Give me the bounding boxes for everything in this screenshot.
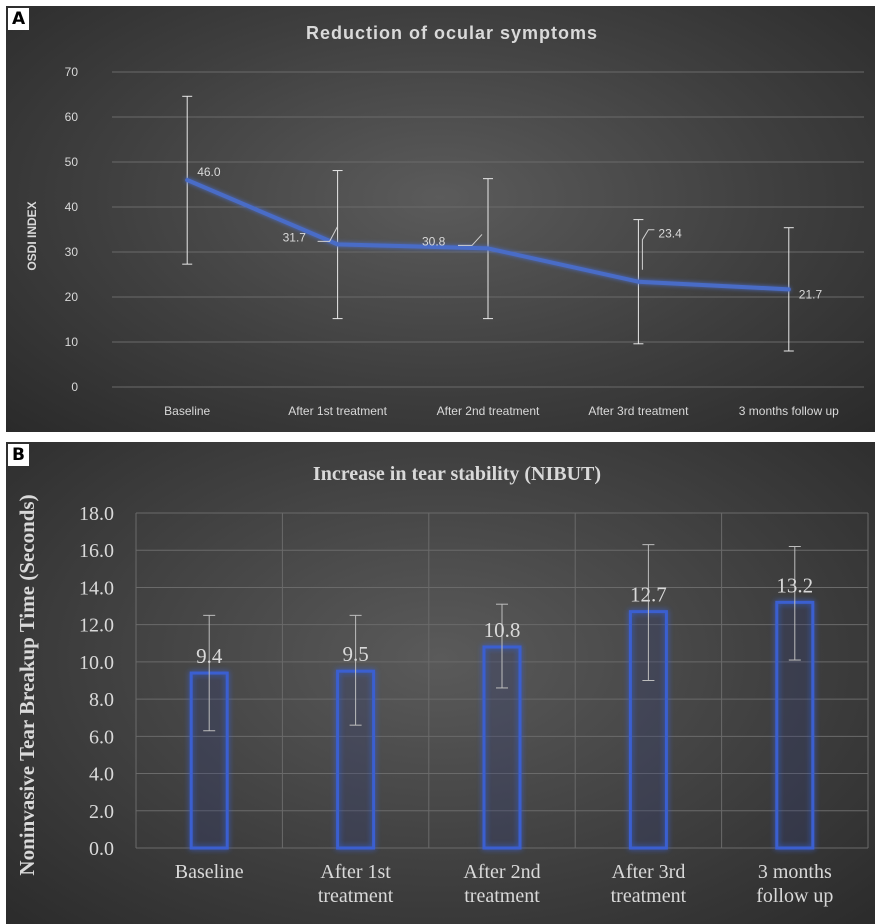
chart-a-data-label: 21.7 [799,287,823,301]
chart-b-xtick-line: treatment [318,885,394,907]
chart-b-svg: Increase in tear stability (NIBUT) Nonin… [15,463,869,907]
chart-b-xtick-line: Baseline [175,861,244,883]
chart-a-series-line [185,178,791,292]
chart-a-xtick-label: After 2nd treatment [437,404,540,418]
chart-a-ytick-label: 60 [65,110,79,124]
chart-a-xtick-label: Baseline [164,404,210,418]
chart-b-ytick-label: 16.0 [79,540,114,562]
chart-a-ylabel: OSDI INDEX [25,201,39,270]
chart-b-xtick-line: follow up [756,885,833,907]
chart-b-xtick-line: After 2nd [463,861,540,883]
chart-a-svg: Reduction of ocular symptoms OSDI INDEX … [25,23,864,418]
chart-a-label-leader [317,226,339,242]
panel-b: Increase in tear stability (NIBUT) Nonin… [6,442,875,924]
chart-a-ytick-label: 40 [65,200,79,214]
chart-a-plot: 0 10 20 30 40 50 60 70 Baseline After 1st treatme… [65,65,864,418]
chart-b-xtick-label: 3 months follow up [756,861,833,907]
chart-b-xtick-label: After 1st treatment [318,861,394,907]
panel-a: Reduction of ocular symptoms OSDI INDEX … [6,6,875,432]
chart-b-title: Increase in tear stability (NIBUT) [313,463,601,485]
chart-a-label-leader [458,234,483,246]
chart-a-xtick-label: After 1st treatment [288,404,387,418]
chart-a-xtick-label: After 3rd treatment [588,404,689,418]
chart-b-ytick-label: 0.0 [89,838,114,860]
panel-a-letter: A [8,8,30,30]
chart-b-xtick-label: After 2nd treatment [463,861,540,907]
chart-a-xtick-label: 3 months follow up [739,404,839,418]
chart-b-data-label: 13.2 [776,573,813,597]
chart-a-ytick-label: 30 [65,245,79,259]
chart-b-ytick-label: 18.0 [79,503,114,525]
chart-a-ytick-label: 10 [65,335,79,349]
chart-b-ytick-label: 14.0 [79,577,114,599]
chart-a-data-label: 30.8 [422,234,446,248]
chart-a-ytick-label: 70 [65,65,79,79]
chart-b-ylabel: Noninvasive Tear Breakup Time (Seconds) [15,494,39,875]
chart-a-data-label: 46.0 [197,165,221,179]
chart-b-xtick-label: Baseline [175,861,244,883]
chart-a-label-leader [641,229,655,270]
chart-b-xtick-line: treatment [464,885,540,907]
chart-b-ytick-label: 12.0 [79,615,114,637]
chart-b-data-label: 10.8 [484,618,521,642]
chart-a-ytick-label: 20 [65,290,79,304]
chart-a-title: Reduction of ocular symptoms [306,23,598,43]
panel-b-letter: B [8,444,29,466]
chart-b-data-label: 12.7 [630,583,667,607]
chart-b-ytick-label: 6.0 [89,726,114,748]
chart-b-ytick-label: 2.0 [89,801,114,823]
chart-b-xtick-label: After 3rd treatment [611,861,687,907]
chart-b-xtick-line: After 3rd [611,861,685,883]
chart-b-data-label: 9.5 [342,642,368,666]
chart-b-ytick-label: 10.0 [79,652,114,674]
chart-a-data-label: 31.7 [283,230,307,244]
chart-a-ytick-label: 50 [65,155,79,169]
chart-b-plot: 0.0 2.0 4.0 6.0 8.0 10.0 12.0 14.0 16.0 18.0 Basel… [79,503,869,907]
chart-b-ytick-label: 4.0 [89,764,114,786]
chart-b-xtick-line: treatment [611,885,687,907]
chart-b-data-label: 9.4 [196,644,223,668]
chart-b-xtick-line: After 1st [320,861,391,883]
chart-b-xtick-line: 3 months [758,861,832,883]
chart-a-data-label: 23.4 [658,227,682,241]
chart-b-ytick-label: 8.0 [89,689,114,711]
chart-a-ytick-label: 0 [71,380,78,394]
